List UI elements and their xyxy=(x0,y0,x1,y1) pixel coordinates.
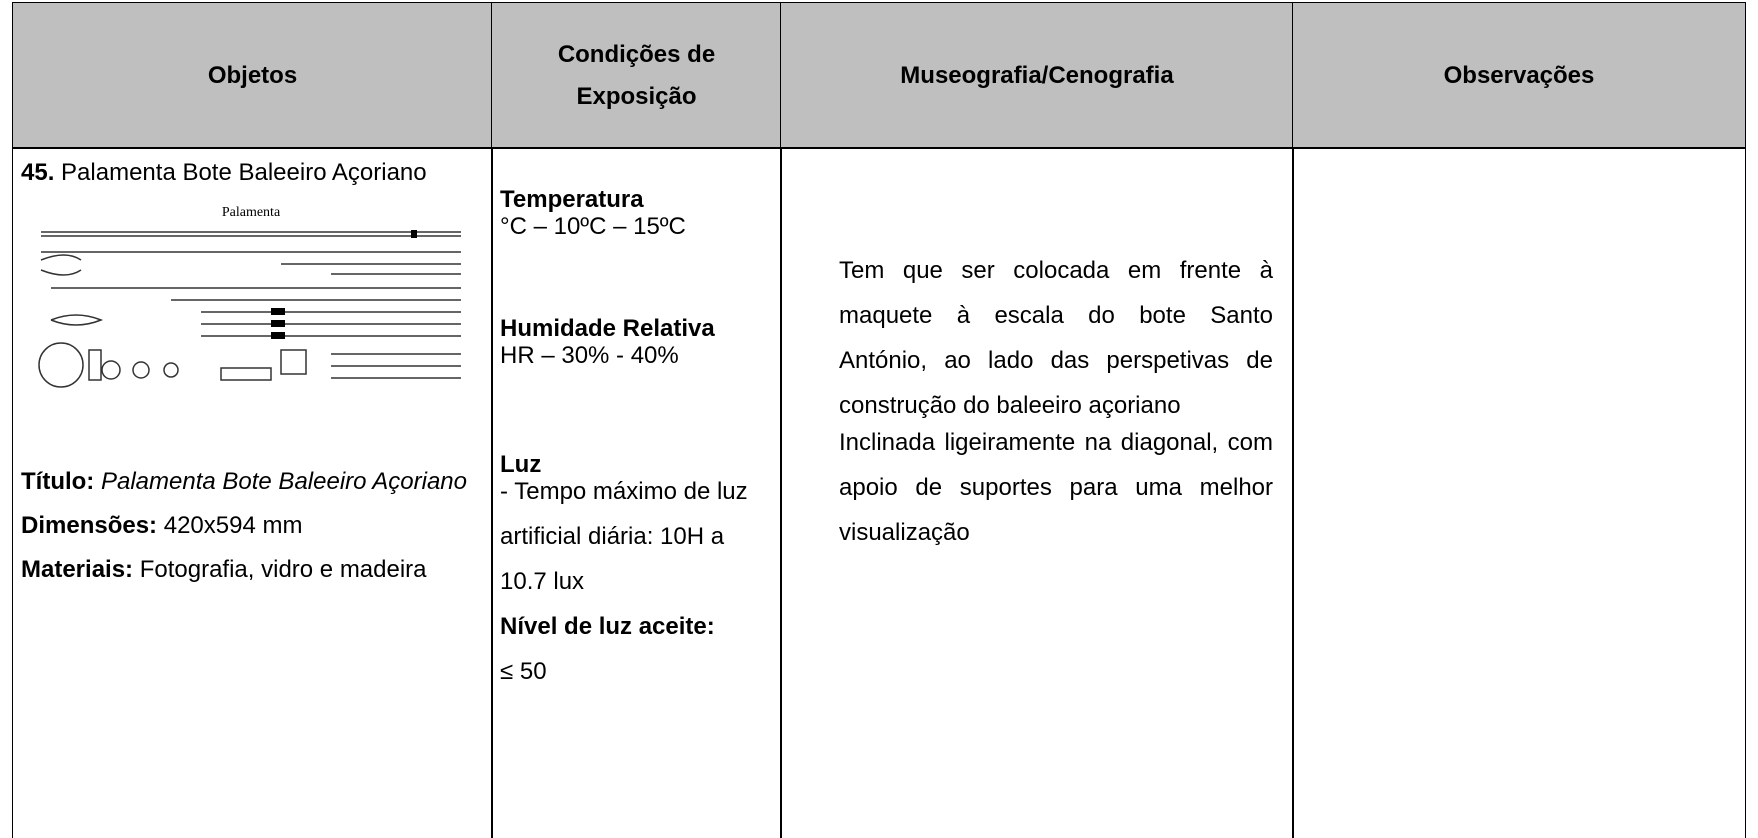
museography-cell: Tem que ser colocada em frente à maquete… xyxy=(780,147,1294,838)
temperature-label: Temperatura xyxy=(500,186,644,213)
object-cell: 45. Palamenta Bote Baleeiro Açoriano Pal… xyxy=(12,147,493,838)
header-text: Observações xyxy=(1443,61,1595,89)
humidity-value: HR – 30% - 40% xyxy=(500,342,679,369)
header-cell: Condições de Exposição xyxy=(491,2,782,149)
materials-value: Fotografia, vidro e madeira xyxy=(139,556,427,583)
dimensions-value: 420x594 mm xyxy=(163,512,303,539)
humidity: Humidade Relativa HR – 30% - 40% xyxy=(500,315,773,369)
light: Luz - Tempo máximo de luz artificial diá… xyxy=(500,451,773,694)
object-name: Palamenta Bote Baleeiro Açoriano xyxy=(61,159,427,186)
light-value: - Tempo máximo de luz artificial diária:… xyxy=(500,478,748,595)
header-cell: Objetos xyxy=(12,2,493,149)
materials-label: Materiais: xyxy=(21,556,134,583)
humidity-label: Humidade Relativa xyxy=(500,315,715,342)
object-details: Título: Palamenta Bote Baleeiro Açoriano… xyxy=(21,460,484,592)
object-heading: 45. Palamenta Bote Baleeiro Açoriano xyxy=(21,150,484,196)
museography-text: Inclinada ligeiramente na diagonal, com … xyxy=(839,429,1273,546)
temperature-value: °C – 10ºC – 15ºC xyxy=(500,213,686,240)
light-level-value: ≤ 50 xyxy=(500,658,547,685)
title-value: Palamenta Bote Baleeiro Açoriano xyxy=(100,468,467,495)
dimensions-label: Dimensões: xyxy=(21,512,158,539)
light-level-label: Nível de luz aceite: xyxy=(500,613,715,640)
object-number: 45. xyxy=(21,159,55,186)
header-cell: Observações xyxy=(1292,2,1746,149)
museography-text: Tem que ser colocada em frente à maquete… xyxy=(839,257,1273,419)
object-image: Palamenta xyxy=(38,205,461,388)
image-title: Palamenta xyxy=(222,205,281,220)
header-text: Museografia/Cenografia xyxy=(900,61,1174,89)
light-label: Luz xyxy=(500,451,542,478)
header-text: Condições de Exposição xyxy=(557,40,716,110)
header-text: Objetos xyxy=(207,61,298,89)
temperature: Temperatura °C – 10ºC – 15ºC xyxy=(500,186,773,240)
header-cell: Museografia/Cenografia xyxy=(780,2,1294,149)
observations-cell xyxy=(1292,147,1746,838)
conditions-cell: Temperatura °C – 10ºC – 15ºC Humidade Rel… xyxy=(491,147,782,838)
title-label: Título: xyxy=(21,468,95,495)
